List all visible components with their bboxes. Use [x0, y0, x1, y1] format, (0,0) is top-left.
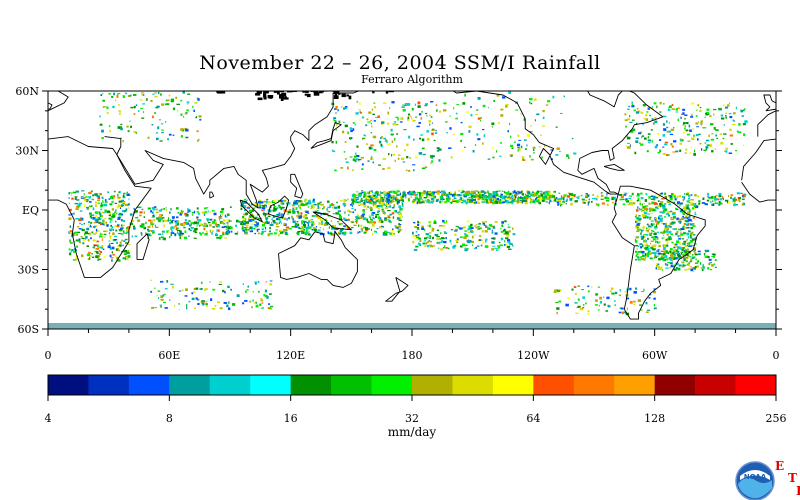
colorbar-swatch	[412, 375, 453, 395]
colorbar-swatch	[209, 375, 251, 395]
rainfall-data-layer	[48, 91, 776, 329]
logo-letter-e: E	[775, 459, 785, 473]
coastline-australia	[278, 231, 358, 288]
lon-tick-label: 180	[402, 349, 423, 362]
colorbar-tick-label: 32	[405, 412, 419, 425]
colorbar-swatch	[735, 375, 777, 395]
coastline-north-america	[452, 91, 664, 195]
coastline-south-america	[611, 185, 706, 320]
colorbar-swatch	[533, 375, 575, 395]
coastline-asia-south	[104, 91, 379, 209]
logo-letter-l: L	[796, 484, 800, 498]
lon-tick-label: 0	[773, 349, 780, 362]
lon-tick-label: 60W	[642, 349, 668, 362]
colorbar-tick-label: 64	[526, 412, 540, 425]
colorbar-swatch	[128, 375, 170, 395]
coastline-philippines	[290, 173, 304, 199]
colorbar-swatch	[573, 375, 615, 395]
colorbar-swatch	[250, 375, 291, 395]
chart-subtitle: Ferraro Algorithm	[361, 73, 463, 86]
colorbar-swatch	[88, 375, 130, 395]
coastline-europe-asia	[48, 91, 776, 137]
colorbar-swatch	[492, 375, 534, 395]
lat-tick-label: 30S	[17, 264, 39, 277]
noaa-etl-logo: NOAA E T L	[732, 458, 800, 500]
coastline-borneo	[267, 195, 290, 219]
map-axes: 60N 30N EQ 30S 60S 0 60E 120E 180 120W 60W 0	[15, 85, 782, 362]
lon-tick-label: 0	[45, 349, 52, 362]
colorbar-swatch	[48, 375, 89, 395]
colorbar-swatch	[169, 375, 211, 395]
colorbar-tick-label: 4	[45, 412, 52, 425]
coastline-madagascar	[136, 233, 150, 261]
colorbar-swatch	[614, 375, 655, 395]
lat-tick-label: 30N	[15, 145, 39, 158]
lat-tick-label: EQ	[22, 204, 39, 217]
coastline-sri-lanka	[209, 191, 215, 199]
colorbar: 4 8 16 32 64 128 256	[45, 374, 787, 425]
coastline-uk	[48, 94, 776, 112]
colorbar-tick-label: 256	[766, 412, 787, 425]
lon-tick-label: 120W	[517, 349, 550, 362]
colorbar-unit-label: mm/day	[388, 425, 437, 439]
coastline-greenland	[654, 91, 688, 92]
coastline-japan	[310, 122, 342, 149]
colorbar-swatch	[290, 375, 332, 395]
colorbar-swatch	[331, 375, 372, 395]
coastline-cuba	[603, 163, 625, 171]
colorbar-swatch	[695, 375, 736, 395]
chart-title: November 22 – 26, 2004 SSM/I Rainfall	[199, 52, 601, 74]
rainfall-map-figure: 60N 30N EQ 30S 60S 0 60E 120E 180 120W 60W 0 4 8 16 32…	[15, 85, 787, 439]
coastline-africa	[48, 136, 776, 278]
coastline-new-guinea	[312, 211, 352, 231]
coastline-sumatra	[239, 199, 263, 223]
lon-tick-label: 60E	[158, 349, 180, 362]
colorbar-tick-label: 8	[166, 412, 173, 425]
colorbar-tick-label: 128	[644, 412, 665, 425]
coastline-new-zealand	[385, 277, 409, 302]
colorbar-tick-label: 16	[284, 412, 298, 425]
coastlines	[48, 91, 776, 320]
lon-tick-label: 120E	[276, 349, 305, 362]
noaa-logo-text: NOAA	[744, 473, 767, 481]
colorbar-swatch	[371, 375, 413, 395]
lat-tick-label: 60N	[15, 85, 39, 98]
lat-tick-label: 60S	[17, 323, 39, 336]
logo-letter-t: T	[788, 471, 797, 485]
colorbar-swatch	[654, 375, 696, 395]
colorbar-swatch	[452, 375, 494, 395]
